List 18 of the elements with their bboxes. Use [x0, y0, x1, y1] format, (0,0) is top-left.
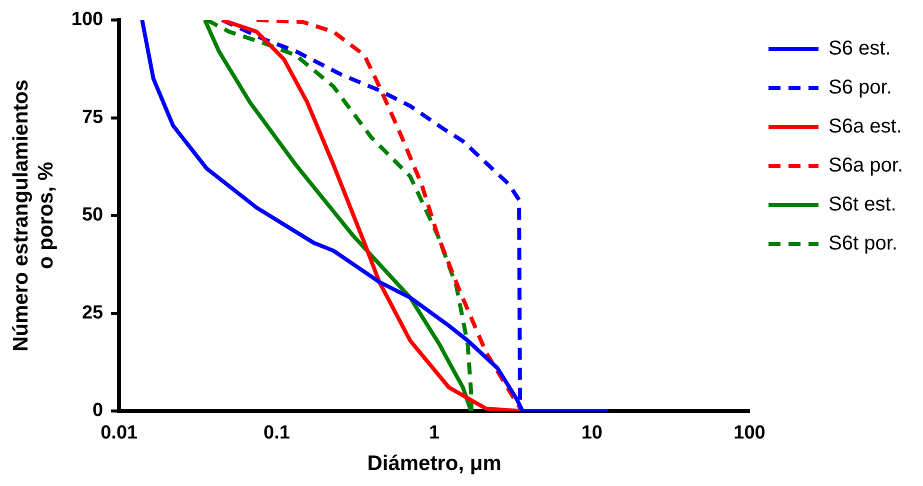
y-axis-title: Número estrangulamientos o poros, % [9, 80, 58, 352]
x-tick-label: 100 [734, 422, 766, 444]
y-tick-label: 50 [82, 204, 104, 226]
x-tick-label: 1 [429, 422, 440, 444]
legend-label: S6t est. [828, 194, 896, 216]
x-tick-label: 0.1 [263, 422, 290, 444]
x-axis-title: Diámetro, μm [367, 452, 502, 476]
legend-label: S6a por. [828, 154, 904, 177]
y-tick-label: 0 [92, 400, 104, 422]
y-tick-label: 75 [82, 106, 104, 128]
x-tick-label: 10 [581, 422, 602, 444]
legend-label: S6 por. [828, 76, 892, 99]
legend-label: S6 est. [828, 38, 891, 60]
x-tick-label: 0.01 [100, 422, 138, 444]
legend-label: S6t por. [828, 232, 898, 255]
y-tick-label: 25 [82, 302, 104, 324]
legend-label: S6a est. [828, 116, 902, 138]
y-tick-label: 100 [71, 9, 104, 30]
